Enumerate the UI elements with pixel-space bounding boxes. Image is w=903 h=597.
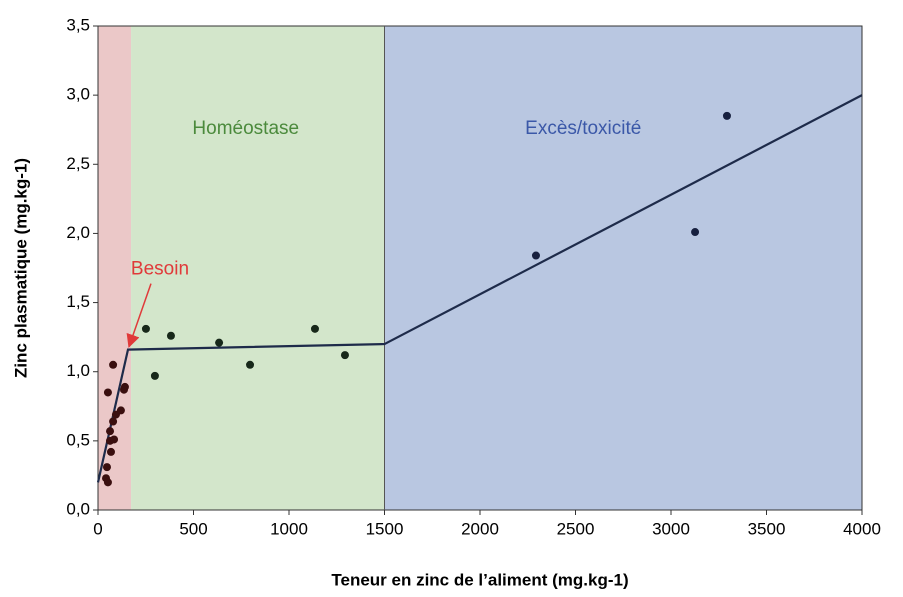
y-tick-label: 0,5 [66, 430, 90, 449]
annotation-arrow [126, 283, 152, 348]
data-point [722, 111, 731, 120]
data-point [106, 447, 115, 456]
x-axis-title: Teneur en zinc de l’aliment (mg.kg-1) [331, 570, 628, 589]
data-point [246, 360, 255, 369]
x-tick-label: 2000 [461, 519, 499, 538]
x-tick-label: 2500 [557, 519, 595, 538]
x-tick-label: 0 [93, 519, 102, 538]
y-tick-label: 1,0 [66, 361, 90, 380]
data-point [691, 228, 700, 237]
x-tick-label: 3500 [748, 519, 786, 538]
data-point [150, 371, 159, 380]
data-point [103, 388, 112, 397]
y-tick-label: 3,0 [66, 85, 90, 104]
y-tick-label: 2,5 [66, 154, 90, 173]
region [384, 26, 862, 510]
x-tick-label: 1500 [366, 519, 404, 538]
x-tick-label: 3000 [652, 519, 690, 538]
data-point [110, 435, 119, 444]
region-label: Homéostase [192, 118, 299, 139]
data-point [215, 338, 224, 347]
y-tick-label: 0,0 [66, 499, 90, 518]
y-tick-label: 2,0 [66, 223, 90, 242]
annotation-label: Besoin [131, 259, 189, 280]
data-point [531, 251, 540, 260]
y-tick-label: 1,5 [66, 292, 90, 311]
x-tick-label: 1000 [270, 519, 308, 538]
data-point [166, 331, 175, 340]
y-axis-title: Zinc plasmatique (mg.kg-1) [11, 158, 30, 378]
data-point [106, 427, 115, 436]
data-point [109, 417, 118, 426]
y-tick-label: 3,5 [66, 15, 90, 34]
data-point [141, 324, 150, 333]
data-point [310, 324, 319, 333]
region-label: Excès/toxicité [525, 118, 641, 139]
data-point [120, 382, 129, 391]
data-point [103, 478, 112, 487]
region [131, 26, 385, 510]
data-point [109, 360, 118, 369]
data-point [116, 406, 125, 415]
data-point [340, 351, 349, 360]
x-tick-label: 4000 [843, 519, 881, 538]
region [98, 26, 132, 510]
x-tick-label: 500 [179, 519, 207, 538]
data-point [102, 463, 111, 472]
